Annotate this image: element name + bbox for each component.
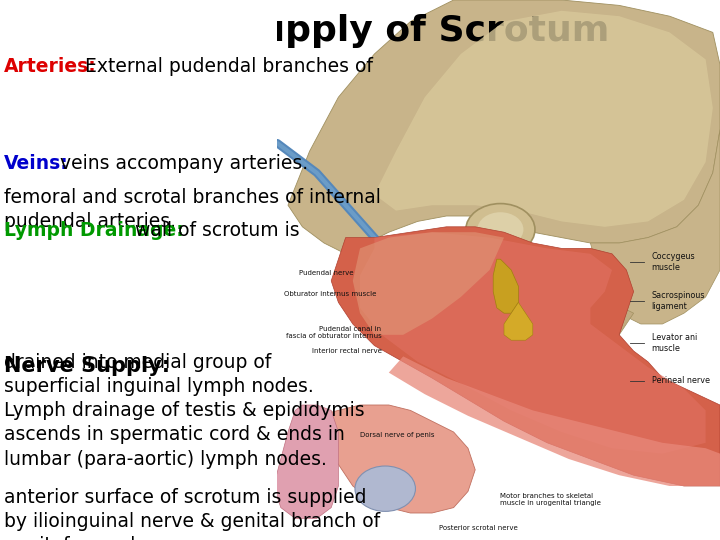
Circle shape bbox=[477, 212, 523, 247]
Polygon shape bbox=[590, 130, 720, 324]
Text: Veins:: Veins: bbox=[4, 154, 68, 173]
Circle shape bbox=[466, 204, 535, 255]
Text: Arteries:: Arteries: bbox=[4, 57, 96, 76]
FancyBboxPatch shape bbox=[0, 0, 277, 540]
Polygon shape bbox=[310, 405, 475, 513]
Text: Pudendal nerve: Pudendal nerve bbox=[299, 269, 354, 276]
Text: Nerve Supply:: Nerve Supply: bbox=[4, 356, 170, 376]
Text: femoral and scrotal branches of internal
pudendal arteries.: femoral and scrotal branches of internal… bbox=[4, 188, 380, 231]
Text: Levator ani
muscle: Levator ani muscle bbox=[652, 333, 697, 353]
Polygon shape bbox=[331, 227, 720, 486]
Text: veins accompany arteries.: veins accompany arteries. bbox=[54, 154, 308, 173]
Polygon shape bbox=[360, 232, 706, 454]
Text: drained into medial group of
superficial inguinal lymph nodes.
Lymph drainage of: drained into medial group of superficial… bbox=[4, 353, 364, 469]
Text: anterior surface of scrotum is supplied
by ilioinguinal nerve & genital branch o: anterior surface of scrotum is supplied … bbox=[4, 488, 379, 540]
Text: Obturator internus muscle: Obturator internus muscle bbox=[284, 291, 377, 298]
Polygon shape bbox=[374, 11, 713, 227]
Text: Dorsal nerve of penis: Dorsal nerve of penis bbox=[360, 431, 434, 438]
Polygon shape bbox=[288, 0, 720, 254]
Text: Sacrospinous
ligament: Sacrospinous ligament bbox=[652, 291, 705, 311]
Polygon shape bbox=[274, 405, 338, 518]
Text: Motor branches to skeletal
muscle in urogenital triangle: Motor branches to skeletal muscle in uro… bbox=[500, 493, 601, 506]
Polygon shape bbox=[389, 356, 720, 486]
Polygon shape bbox=[353, 232, 504, 335]
Text: Posterior scrotal nerve: Posterior scrotal nerve bbox=[439, 525, 518, 531]
Text: Interior rectal nerve: Interior rectal nerve bbox=[312, 348, 382, 354]
Text: Lymph Drainage:: Lymph Drainage: bbox=[4, 221, 184, 240]
Text: Coccygeus
muscle: Coccygeus muscle bbox=[652, 252, 696, 272]
Text: External pudendal branches of: External pudendal branches of bbox=[79, 57, 373, 76]
Polygon shape bbox=[493, 259, 518, 313]
Text: wall of scrotum is: wall of scrotum is bbox=[129, 221, 300, 240]
Text: Perineal nerve: Perineal nerve bbox=[652, 376, 710, 385]
Polygon shape bbox=[504, 302, 533, 340]
Text: Blood supply of Scrotum: Blood supply of Scrotum bbox=[110, 14, 610, 48]
Polygon shape bbox=[576, 302, 634, 346]
Text: Pudendal canal in
fascia of obturator internus: Pudendal canal in fascia of obturator in… bbox=[286, 326, 382, 339]
Circle shape bbox=[355, 466, 415, 511]
